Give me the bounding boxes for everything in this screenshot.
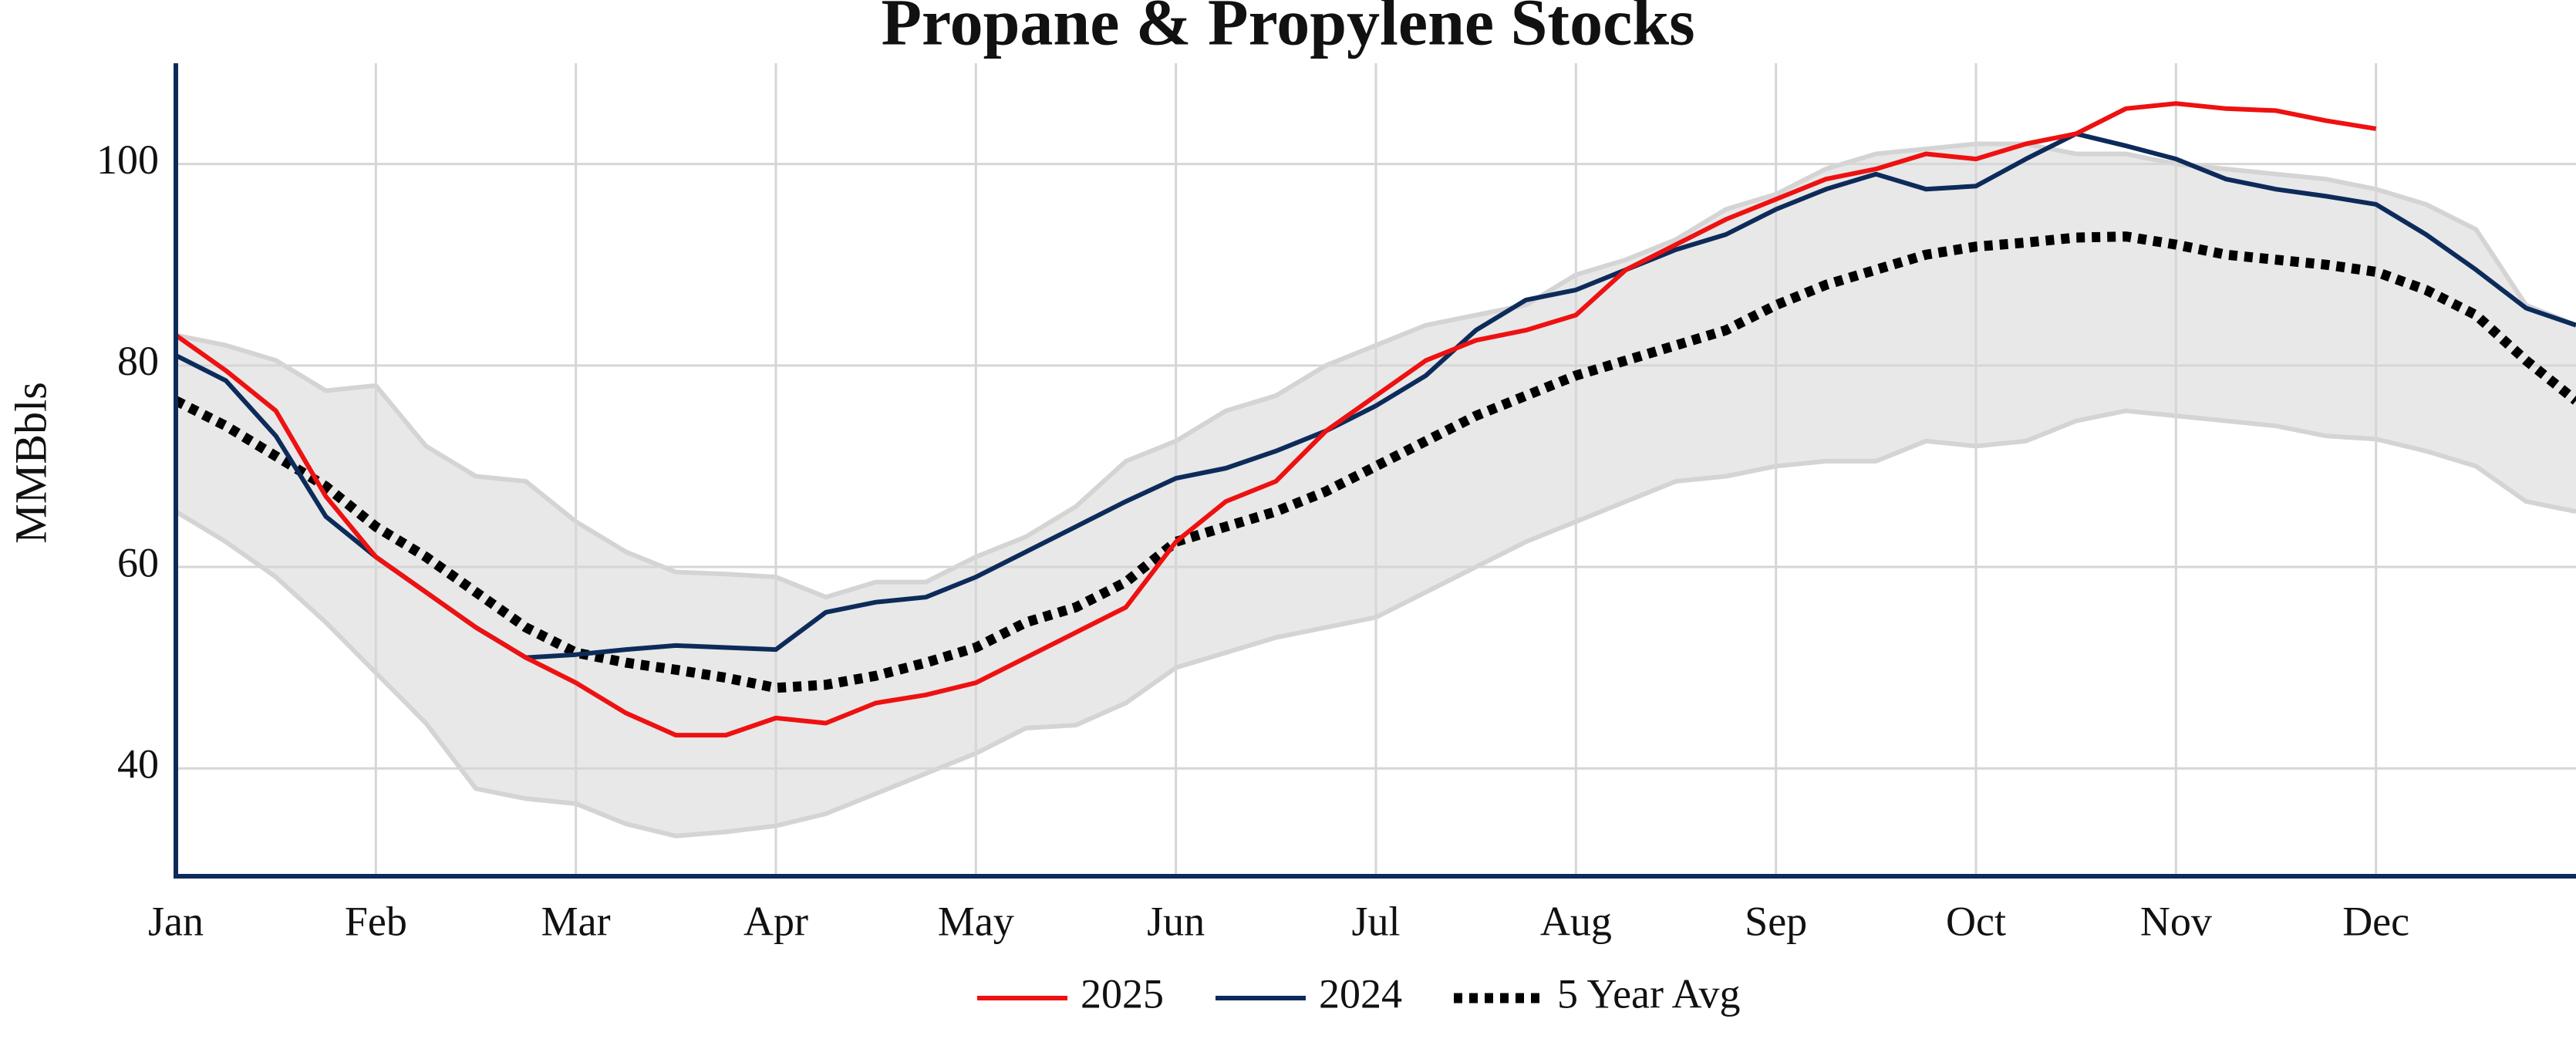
x-tick-label: Feb: [345, 898, 407, 944]
x-tick-label: Sep: [1745, 898, 1807, 944]
legend-item: 2024: [1216, 970, 1402, 1017]
grid-layer: [174, 63, 2576, 876]
x-tick-label: Mar: [541, 898, 611, 944]
x-tick-label: Aug: [1540, 898, 1612, 944]
x-tick-label: Jul: [1351, 898, 1400, 944]
x-tick-label: Jun: [1147, 898, 1205, 944]
series-line: [176, 131, 2576, 660]
legend-label: 2025: [1081, 970, 1164, 1017]
series-line: [176, 231, 2576, 693]
x-tick-label: May: [938, 898, 1014, 944]
legend-label: 2024: [1319, 970, 1402, 1017]
series-line: [176, 101, 2377, 738]
x-tick-label: Apr: [743, 898, 808, 944]
y-tick-label: 40: [117, 741, 159, 788]
y-tick-label: 100: [96, 137, 159, 183]
x-tick-label: Dec: [2342, 898, 2409, 944]
y-tick-label: 80: [117, 338, 159, 384]
legend-item: 5 Year Avg: [1454, 970, 1741, 1017]
y-tick-label: 60: [117, 539, 159, 585]
x-tick-label: Nov: [2140, 898, 2212, 944]
x-tick-label: Jan: [148, 898, 204, 944]
legend-label: 5 Year Avg: [1557, 970, 1741, 1017]
axes-layer: 40 60 80 100 Jan Feb Mar Apr May Jun Jul Aug Sep Oct N…: [96, 63, 2576, 1017]
legend-item: 2025: [977, 970, 1164, 1017]
chart-title: Propane & Propylene Stocks: [881, 0, 1694, 59]
lines-layer: [176, 101, 2576, 738]
y-axis-label: MMBbls: [5, 382, 56, 544]
x-tick-label: Oct: [1946, 898, 2006, 944]
